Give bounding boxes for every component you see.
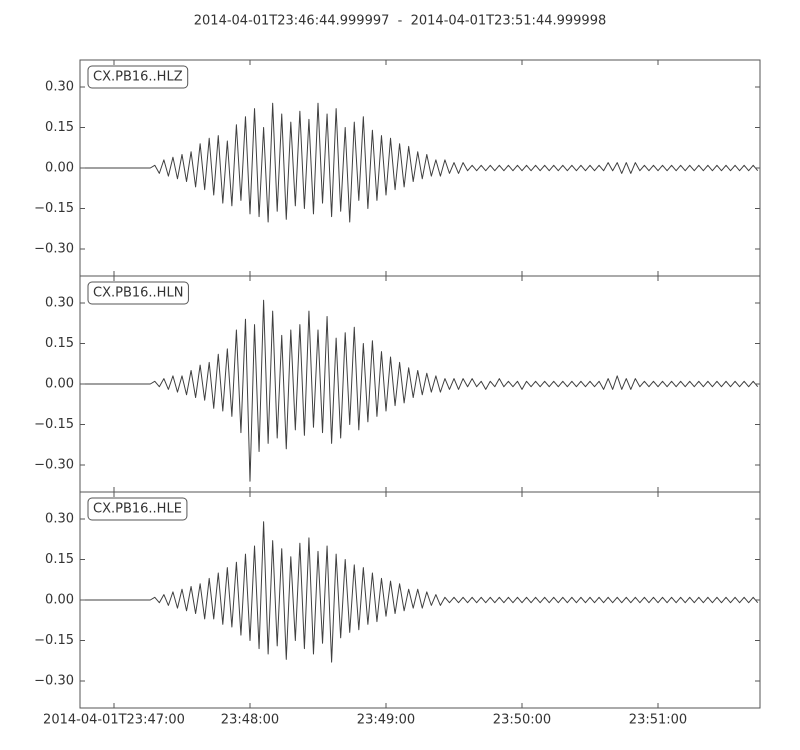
y-tick-label: −0.30 — [34, 242, 74, 257]
x-tick-label: 23:50:00 — [493, 713, 551, 728]
legend-label: CX.PB16..HLE — [93, 502, 182, 517]
y-tick-label: 0.30 — [45, 80, 74, 95]
legend-box — [87, 281, 189, 305]
y-tick-label: 0.15 — [45, 336, 74, 351]
y-tick-label: 0.00 — [45, 161, 74, 176]
y-tick-label: 0.00 — [45, 377, 74, 392]
x-tick-label: 23:51:00 — [629, 713, 687, 728]
legend-label: CX.PB16..HLN — [93, 286, 183, 301]
waveform — [82, 521, 759, 663]
y-tick-label: 0.15 — [45, 120, 74, 135]
x-tick-label: 23:49:00 — [357, 713, 415, 728]
y-tick-label: 0.30 — [45, 512, 74, 527]
y-tick-label: −0.15 — [34, 633, 74, 648]
y-tick-label: 0.00 — [45, 593, 74, 608]
x-tick-label: 23:48:00 — [221, 713, 279, 728]
y-tick-label: 0.30 — [45, 296, 74, 311]
legend-box — [87, 497, 188, 521]
y-tick-label: −0.30 — [34, 674, 74, 689]
waveform — [82, 102, 759, 223]
legend-label: CX.PB16..HLZ — [93, 70, 183, 85]
y-tick-label: −0.15 — [34, 417, 74, 432]
y-tick-label: −0.30 — [34, 458, 74, 473]
chart-title: 2014-04-01T23:46:44.999997 - 2014-04-01T… — [194, 14, 607, 29]
y-tick-label: 0.15 — [45, 552, 74, 567]
legend-box — [87, 65, 189, 89]
waveform — [82, 299, 759, 482]
x-tick-label: 2014-04-01T23:47:00 — [43, 713, 185, 728]
y-tick-label: −0.15 — [34, 201, 74, 216]
